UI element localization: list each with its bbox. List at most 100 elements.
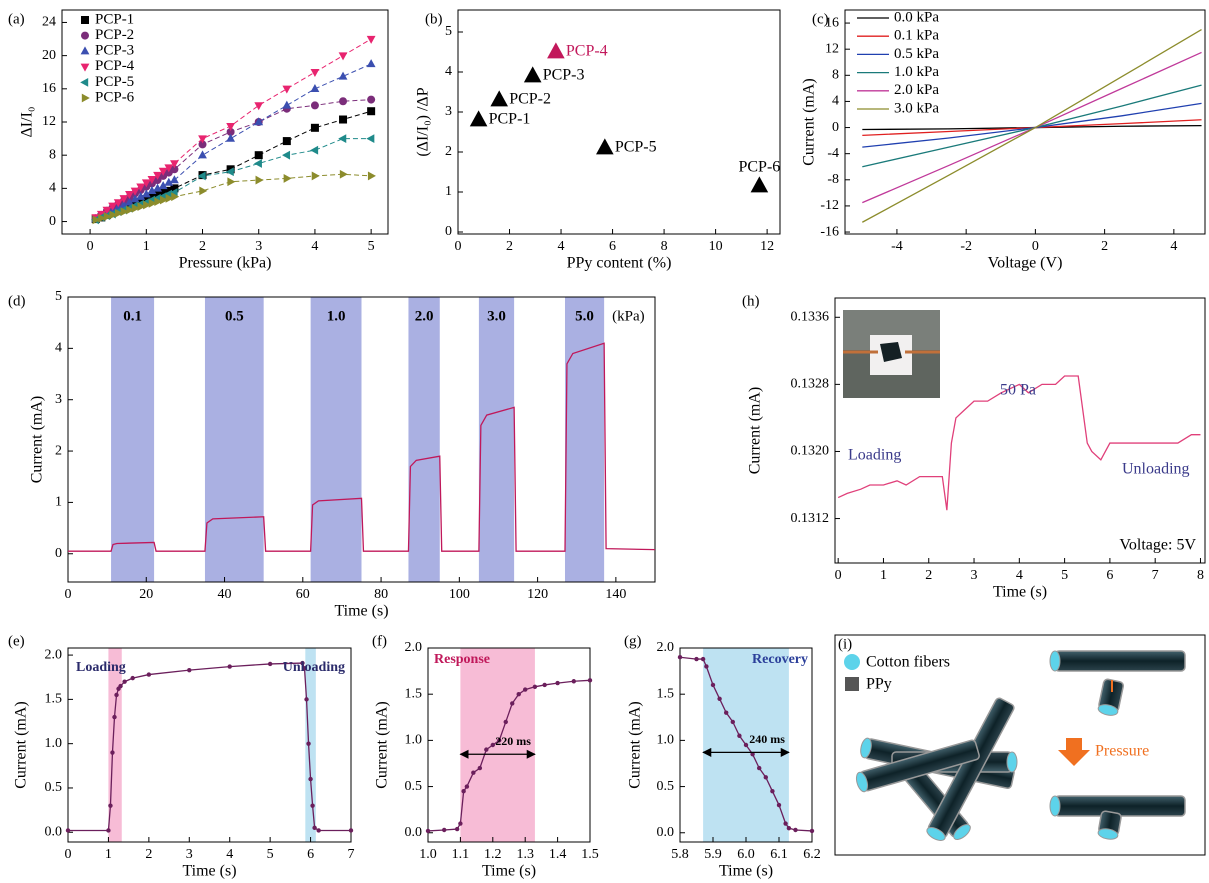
x-axis-title: Time (s) bbox=[334, 603, 388, 620]
plot-frame bbox=[427, 647, 591, 843]
plot-frame bbox=[834, 297, 1206, 564]
legend-swatch bbox=[844, 654, 860, 670]
y-tick-label: 4 bbox=[49, 181, 56, 196]
data-point bbox=[516, 691, 521, 697]
annotation: Loading bbox=[76, 660, 126, 675]
y-tick-label: -8 bbox=[827, 172, 839, 187]
data-point bbox=[159, 195, 168, 205]
data-point bbox=[308, 776, 313, 782]
x-tick-label: 5 bbox=[1061, 568, 1068, 583]
data-point bbox=[131, 203, 140, 213]
x-tick-label: 0 bbox=[65, 587, 72, 602]
data-point bbox=[300, 660, 305, 666]
x-tick-label: 4 bbox=[1016, 568, 1023, 583]
y-tick-label: 2 bbox=[445, 144, 452, 159]
data-point bbox=[130, 187, 140, 196]
data-point bbox=[120, 207, 129, 216]
x-tick-label: 3 bbox=[971, 568, 978, 583]
annotation: Recovery bbox=[752, 652, 808, 667]
legend-swatch bbox=[845, 677, 859, 691]
y-axis-title: Current (mA) bbox=[801, 78, 818, 166]
data-point bbox=[164, 177, 174, 186]
x-tick-label: 60 bbox=[296, 587, 310, 602]
data-point bbox=[454, 826, 460, 832]
data-point bbox=[311, 171, 320, 181]
x-tick-label: 1.4 bbox=[549, 847, 567, 862]
data-point bbox=[471, 770, 476, 775]
data-point bbox=[461, 788, 466, 794]
data-point bbox=[310, 123, 319, 132]
y-tick-label: 0.0 bbox=[405, 825, 423, 840]
data-point bbox=[164, 186, 173, 195]
data-point bbox=[730, 719, 735, 725]
data-point bbox=[198, 135, 207, 144]
data-point bbox=[700, 656, 706, 662]
data-point bbox=[458, 821, 463, 826]
panel-label: (d) bbox=[8, 293, 26, 309]
annotation: 50 Pa bbox=[1000, 382, 1036, 399]
data-point bbox=[147, 186, 157, 195]
data-point bbox=[112, 714, 117, 720]
data-point bbox=[304, 697, 309, 702]
legend-label: PPy bbox=[866, 676, 892, 693]
data-point bbox=[339, 169, 348, 179]
x-tick-label: 4 bbox=[558, 239, 565, 254]
shaded-region bbox=[204, 297, 264, 582]
y-tick-label: 0.0 bbox=[657, 825, 675, 840]
data-point bbox=[312, 825, 317, 831]
data-point bbox=[148, 198, 157, 208]
legend-label: PCP-4 bbox=[95, 58, 135, 74]
data-point bbox=[159, 188, 168, 197]
data-point bbox=[490, 742, 495, 748]
region-label: 1.0 bbox=[327, 308, 346, 324]
data-point bbox=[115, 208, 124, 218]
data-point bbox=[118, 683, 123, 689]
data-point bbox=[154, 197, 163, 207]
data-point bbox=[547, 42, 565, 59]
annotation: Response bbox=[434, 652, 490, 667]
data-point bbox=[141, 189, 151, 198]
data-point bbox=[596, 138, 614, 155]
y-tick-label: 0.5 bbox=[405, 779, 423, 794]
data-point bbox=[253, 159, 262, 168]
y-tick-label: 1 bbox=[55, 495, 62, 510]
data-point bbox=[170, 165, 179, 174]
data-point bbox=[113, 199, 123, 208]
legend-label: PCP-5 bbox=[95, 74, 134, 90]
data-point bbox=[106, 828, 111, 833]
y-tick-label: 1.0 bbox=[657, 733, 675, 748]
data-point bbox=[750, 176, 769, 193]
plot-frame bbox=[844, 9, 1206, 235]
data-point bbox=[65, 828, 71, 833]
data-point bbox=[158, 181, 168, 190]
x-tick-label: 12 bbox=[760, 239, 774, 254]
diagram-frame bbox=[834, 634, 1206, 856]
legend-label: 3.0 kPa bbox=[894, 100, 939, 116]
panel-label: (h) bbox=[742, 293, 760, 309]
x-tick-label: 100 bbox=[449, 587, 470, 602]
y-axis-title: Current (mA) bbox=[747, 387, 764, 475]
data-point bbox=[170, 160, 179, 169]
y-tick-label: 0 bbox=[832, 120, 839, 135]
x-axis-title: Time (s) bbox=[993, 584, 1047, 601]
data-point bbox=[763, 775, 768, 780]
x-axis-title: Time (s) bbox=[182, 863, 236, 880]
shaded-region bbox=[108, 648, 122, 842]
data-point bbox=[141, 179, 151, 188]
data-point bbox=[153, 191, 162, 200]
x-tick-label: -4 bbox=[891, 239, 903, 254]
y-tick-label: 0.1336 bbox=[791, 310, 830, 325]
data-point bbox=[348, 828, 354, 833]
data-point bbox=[704, 664, 709, 669]
data-point bbox=[227, 177, 236, 187]
y-axis-title: Current (mA) bbox=[374, 701, 391, 789]
shaded-region bbox=[310, 297, 362, 582]
data-point bbox=[367, 95, 376, 104]
region-label: 0.5 bbox=[225, 308, 244, 324]
data-point bbox=[737, 733, 742, 738]
data-point bbox=[137, 202, 146, 212]
data-point bbox=[310, 69, 320, 78]
x-tick-label: 7 bbox=[1152, 568, 1159, 583]
x-tick-label: 1 bbox=[105, 847, 112, 862]
y-tick-label: 2 bbox=[55, 443, 62, 458]
